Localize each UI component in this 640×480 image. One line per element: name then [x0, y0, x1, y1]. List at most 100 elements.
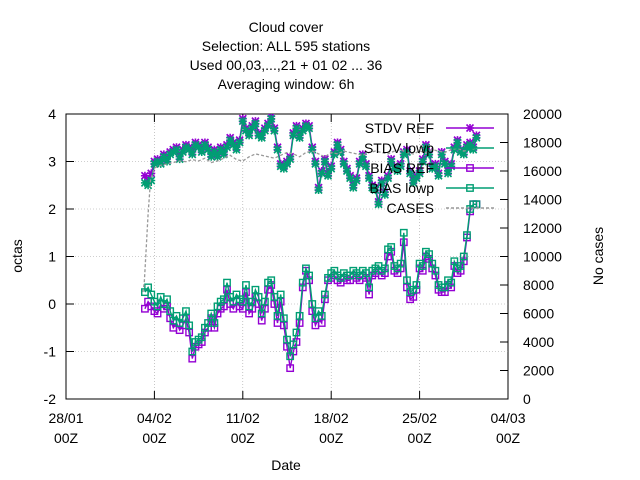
legend-label-stdv-ref: STDV REF	[365, 120, 434, 136]
data-point	[200, 140, 209, 149]
data-point	[456, 262, 465, 270]
legend-label-bias-ref: BIAS REF	[370, 160, 434, 176]
x-tick-label: 18/02	[314, 410, 349, 426]
data-point	[156, 159, 165, 168]
y-tick-label: 1	[48, 249, 56, 265]
legend-marker-bias-lowp	[466, 184, 474, 192]
data-point	[286, 364, 295, 373]
data-point	[251, 119, 260, 128]
data-point	[412, 281, 421, 289]
data-point	[330, 150, 339, 159]
data-point	[305, 271, 313, 280]
y2-tick-label: 6000	[523, 306, 554, 322]
data-point	[453, 138, 462, 147]
data-point	[463, 231, 471, 240]
data-point	[418, 266, 427, 275]
data-point	[339, 159, 348, 168]
y-tick-label: 0	[48, 296, 56, 312]
data-point	[308, 145, 317, 154]
data-point	[403, 276, 411, 285]
data-point	[178, 314, 187, 323]
series-line-bias-lowp	[144, 203, 477, 357]
data-point	[223, 285, 231, 294]
data-point	[289, 131, 298, 140]
x-tick-label: 25/02	[402, 410, 437, 426]
x-tick-label-hour: 00Z	[408, 430, 433, 446]
data-point	[447, 162, 456, 171]
data-point	[172, 145, 181, 154]
data-point	[393, 166, 402, 176]
data-point	[229, 140, 238, 149]
data-point	[295, 133, 304, 142]
data-point	[267, 276, 276, 285]
data-point	[260, 126, 269, 135]
data-point	[175, 155, 184, 164]
data-point	[144, 283, 152, 292]
data-point	[207, 152, 216, 161]
data-point	[257, 316, 266, 325]
y2-tick-label: 0	[523, 391, 531, 407]
data-point	[342, 166, 352, 176]
data-point	[409, 178, 418, 187]
data-point	[443, 169, 453, 178]
data-point	[469, 145, 478, 154]
series-cases	[142, 147, 477, 293]
data-point	[346, 174, 355, 183]
data-point	[242, 281, 250, 289]
data-point	[308, 300, 317, 308]
y-axis-left: -2 -1 0 1 2 3 4	[44, 106, 74, 407]
data-point	[279, 314, 288, 323]
data-point	[226, 136, 235, 145]
data-point	[374, 200, 383, 209]
data-point	[380, 190, 389, 199]
y-axis-right: 0 2000 4000 6000 8000 10000 12000 14000 16000 180…	[500, 106, 562, 407]
series-layer	[140, 114, 481, 373]
legend-label-bias-lowp: BIAS lowp	[369, 180, 434, 196]
data-point	[317, 169, 326, 178]
data-point	[421, 143, 430, 152]
data-point	[238, 117, 247, 126]
title-line-1: Cloud cover	[249, 19, 324, 35]
data-point	[431, 162, 440, 171]
x-tick-label-hour: 00Z	[496, 430, 521, 446]
y-tick-label: 4	[48, 106, 56, 122]
data-point	[147, 169, 156, 178]
data-point	[387, 157, 396, 166]
data-point	[283, 335, 291, 344]
data-point	[459, 150, 468, 159]
x-axis: 28/01 00Z 04/02 00Z 11/02 00Z 18/02 00Z 25/02 00Z…	[48, 114, 526, 446]
data-point	[412, 174, 421, 183]
grid	[66, 114, 508, 399]
data-point	[406, 169, 415, 178]
y-tick-label: -1	[44, 344, 57, 360]
data-point	[263, 121, 273, 130]
series-line-cases	[142, 147, 477, 293]
data-point	[147, 176, 156, 185]
data-point	[188, 347, 197, 356]
data-point	[333, 140, 342, 149]
legend-label-stdv-lowp: STDV lowp	[364, 140, 434, 156]
data-point	[261, 297, 269, 306]
data-point	[270, 126, 279, 135]
data-point	[188, 150, 197, 159]
data-point	[276, 290, 285, 299]
data-point	[292, 124, 301, 133]
data-point	[352, 176, 361, 185]
data-point	[235, 138, 244, 147]
data-point	[365, 174, 374, 183]
data-point	[450, 145, 459, 154]
data-point	[380, 264, 389, 273]
data-point	[185, 145, 194, 154]
data-point	[459, 252, 468, 261]
legend-marker-stdv-ref	[465, 123, 475, 133]
legend-marker-stdv-lowp	[465, 143, 475, 153]
data-point	[232, 145, 241, 154]
data-point	[147, 290, 156, 299]
data-point	[314, 185, 323, 195]
data-point	[440, 283, 449, 292]
data-point	[472, 133, 481, 142]
y2-tick-label: 12000	[523, 220, 562, 236]
data-point	[245, 131, 254, 140]
data-point	[295, 319, 304, 327]
